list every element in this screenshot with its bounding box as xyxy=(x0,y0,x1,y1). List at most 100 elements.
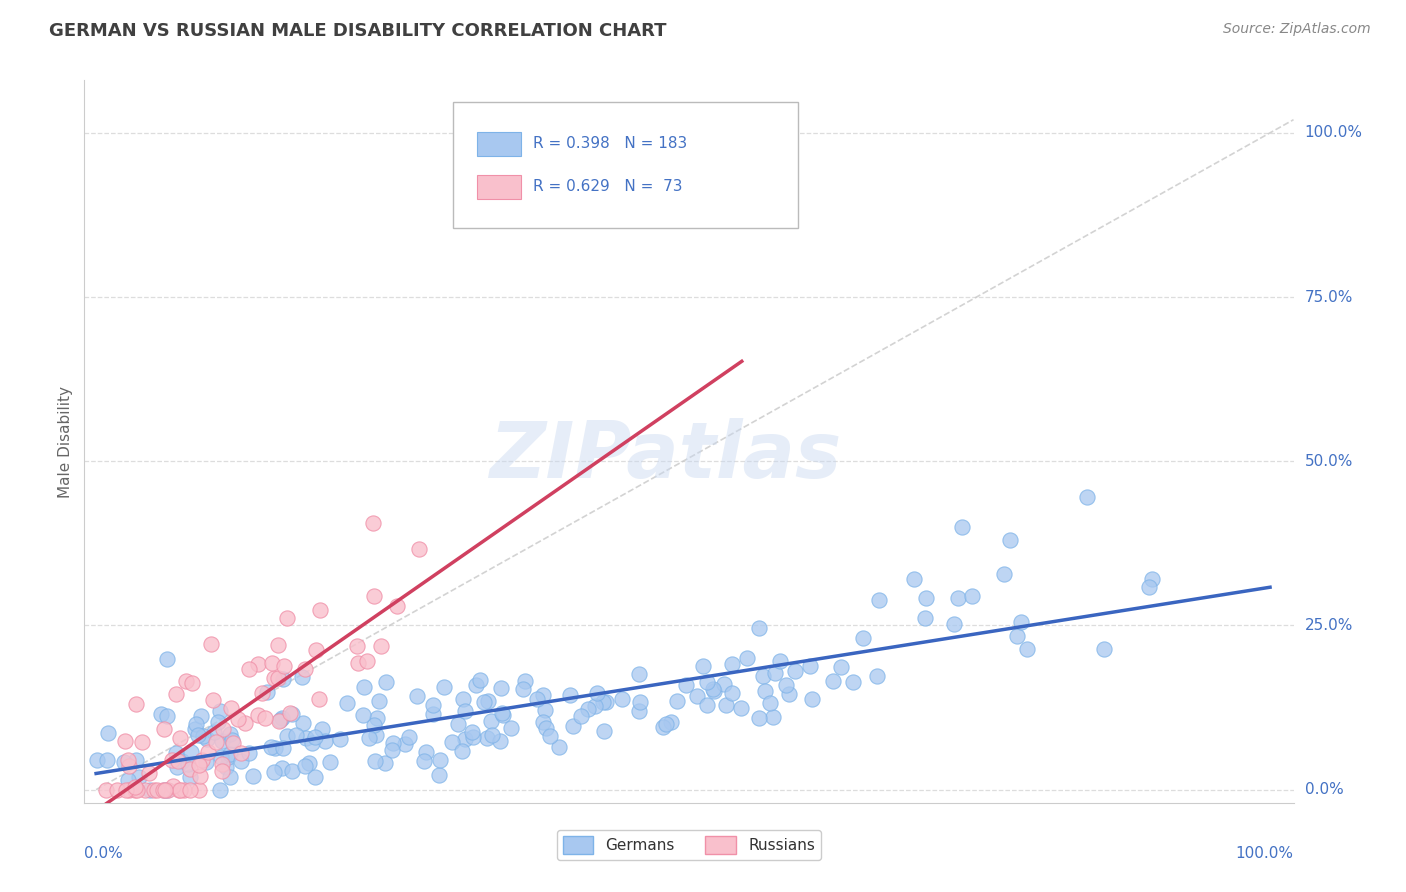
Point xyxy=(124,782,146,797)
Point xyxy=(481,728,503,742)
Point xyxy=(229,746,252,760)
Point xyxy=(263,671,285,685)
Point xyxy=(238,662,260,676)
Point xyxy=(270,711,292,725)
Point xyxy=(852,631,875,645)
Point xyxy=(775,678,797,692)
Point xyxy=(271,673,294,687)
Point xyxy=(117,772,139,787)
Point xyxy=(305,643,328,657)
Point xyxy=(655,717,678,731)
Point xyxy=(903,572,925,586)
Point xyxy=(763,666,786,681)
Point xyxy=(267,638,290,652)
Point xyxy=(651,720,673,734)
Point xyxy=(271,740,294,755)
Point xyxy=(433,680,456,694)
Point xyxy=(562,719,585,733)
Point xyxy=(138,765,160,780)
Point xyxy=(219,700,242,714)
Point xyxy=(180,745,202,759)
Point xyxy=(454,705,477,719)
Point xyxy=(208,705,231,719)
Point xyxy=(526,691,548,706)
Point xyxy=(308,692,330,706)
Point xyxy=(748,710,770,724)
Point xyxy=(209,782,232,797)
Point xyxy=(211,756,233,771)
Point xyxy=(125,782,148,797)
Point xyxy=(153,782,176,797)
Point xyxy=(356,654,378,668)
Point xyxy=(915,591,938,606)
Point xyxy=(188,782,211,797)
Point xyxy=(97,726,120,740)
FancyBboxPatch shape xyxy=(478,132,520,156)
Point xyxy=(346,640,368,654)
Point xyxy=(946,591,969,606)
Point xyxy=(364,754,387,768)
Point xyxy=(627,667,650,681)
Point xyxy=(222,736,245,750)
Point xyxy=(799,659,821,673)
Point xyxy=(361,516,384,530)
Point xyxy=(993,567,1015,582)
Point xyxy=(451,744,474,758)
Point xyxy=(156,652,179,666)
Point xyxy=(960,589,983,603)
Point xyxy=(1137,580,1160,594)
Point xyxy=(769,654,792,668)
Point xyxy=(273,658,295,673)
Point xyxy=(276,611,298,625)
Point xyxy=(758,696,780,710)
Point xyxy=(207,714,229,729)
Text: ZIPatlas: ZIPatlas xyxy=(489,418,841,494)
Point xyxy=(592,694,614,708)
Point xyxy=(415,745,437,759)
Point xyxy=(309,603,332,617)
Point xyxy=(512,681,534,696)
Point xyxy=(131,735,153,749)
Point xyxy=(583,699,606,714)
Point xyxy=(1010,615,1032,630)
Point xyxy=(319,756,342,770)
Point xyxy=(595,695,617,709)
Point xyxy=(429,753,451,767)
Point xyxy=(735,651,758,665)
Point xyxy=(451,692,474,706)
Point xyxy=(200,637,222,651)
Point xyxy=(866,668,889,682)
Point xyxy=(491,706,513,720)
Point xyxy=(558,689,581,703)
Text: 25.0%: 25.0% xyxy=(1305,618,1353,633)
Point xyxy=(630,695,652,709)
Point xyxy=(169,782,191,797)
Point xyxy=(218,727,240,741)
Point xyxy=(125,753,148,767)
Point xyxy=(145,782,167,797)
Point xyxy=(212,722,235,736)
Point xyxy=(406,689,429,703)
Point xyxy=(247,657,270,671)
Point xyxy=(470,673,492,688)
Point xyxy=(593,724,616,739)
Point xyxy=(197,745,219,759)
Point xyxy=(441,734,464,748)
Point xyxy=(460,724,482,739)
Point xyxy=(385,599,408,613)
Point xyxy=(534,721,557,735)
Point xyxy=(304,730,326,744)
Point xyxy=(250,686,273,700)
Text: R = 0.398   N = 183: R = 0.398 N = 183 xyxy=(533,136,688,151)
Point xyxy=(754,683,776,698)
Point xyxy=(195,755,218,769)
Text: 100.0%: 100.0% xyxy=(1305,126,1362,140)
Point xyxy=(868,593,890,607)
Point xyxy=(114,734,136,748)
Point xyxy=(86,753,108,767)
Text: GERMAN VS RUSSIAN MALE DISABILITY CORRELATION CHART: GERMAN VS RUSSIAN MALE DISABILITY CORREL… xyxy=(49,22,666,40)
Point xyxy=(800,692,823,706)
Point xyxy=(179,782,201,797)
Point xyxy=(538,730,561,744)
Point xyxy=(269,714,291,728)
